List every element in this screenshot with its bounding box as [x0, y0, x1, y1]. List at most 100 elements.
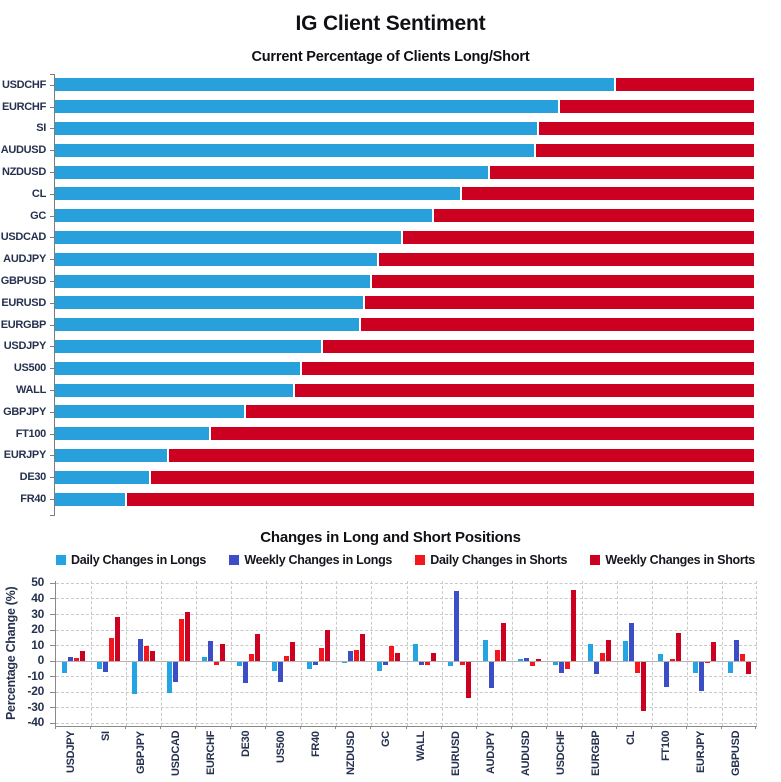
long-percentage-bar: [55, 230, 401, 244]
long-percentage-bar: [55, 252, 377, 266]
bar-wall-s0: [412, 644, 418, 661]
y-tick-mark: [50, 660, 55, 662]
bar-eurchf-s2: [214, 661, 220, 665]
axis-tick: [50, 433, 55, 435]
bar-eurusd-s3: [465, 661, 471, 699]
gridline-v-14: [546, 580, 548, 726]
sentiment-bar-track: [55, 252, 754, 266]
bar-usdcad-s0: [167, 661, 173, 693]
bar-wall-s3: [430, 652, 436, 661]
sentiment-row-eurjpy: EURJPY: [4, 445, 754, 467]
bar-nzdusd-s1: [348, 651, 354, 661]
bar-usdcad-s3: [185, 611, 191, 661]
bar-gbpusd-s0: [727, 661, 733, 673]
short-percentage-bar: [151, 470, 754, 484]
axis-tick: [50, 390, 55, 392]
bar-si-s3: [115, 617, 121, 661]
long-percentage-bar: [55, 78, 615, 92]
long-percentage-bar: [55, 492, 125, 506]
y-tick-label-40: 40: [31, 590, 44, 605]
x-tick-mark: [685, 725, 687, 729]
instrument-label: CL: [31, 187, 46, 200]
x-category-label-wall: WALL: [415, 730, 428, 761]
x-tick-mark: [125, 725, 127, 729]
gridline-v-11: [441, 580, 443, 726]
bar-cl-s1: [628, 623, 634, 661]
bar-si-s1: [103, 661, 109, 672]
long-percentage-bar: [55, 100, 559, 114]
y-tick-mark: [50, 598, 55, 600]
bar-cl-s0: [622, 641, 628, 661]
y-tick-label-0: 0: [37, 653, 45, 668]
bar-audusd-s2: [529, 661, 535, 667]
gridline-v-6: [266, 580, 268, 726]
x-category-label-fr40: FR40: [309, 730, 322, 757]
bar-usdchf-s3: [570, 589, 576, 661]
x-category-label-usdjpy: USDJPY: [64, 730, 77, 774]
legend-item-2: Daily Changes in Shorts: [415, 553, 567, 567]
instrument-label: FT100: [15, 427, 47, 440]
axis-tick: [50, 172, 55, 174]
axis-tick: [50, 237, 55, 239]
axis-tick: [50, 499, 55, 501]
changes-chart-title: Changes in Long and Short Positions: [260, 528, 521, 546]
legend-item-1: Weekly Changes in Longs: [229, 553, 392, 567]
sentiment-bar-track: [55, 121, 754, 135]
sentiment-bar-track: [55, 405, 754, 419]
bar-eurjpy-s2: [704, 661, 710, 664]
instrument-label: GC: [30, 209, 46, 222]
short-percentage-bar: [168, 448, 754, 462]
bar-gbpjpy-s1: [138, 638, 144, 661]
bar-gc-s0: [377, 661, 383, 672]
bar-usdchf-s0: [552, 661, 558, 665]
x-category-label-gbpjpy: GBPJPY: [134, 730, 147, 774]
long-percentage-bar: [55, 121, 538, 135]
gridline-v-19: [721, 580, 723, 726]
x-tick-mark: [265, 725, 267, 729]
sentiment-row-eurgbp: EURGBP: [1, 314, 754, 336]
long-percentage-bar: [55, 143, 534, 157]
short-percentage-bar: [490, 165, 754, 179]
sentiment-chart-title: Current Percentage of Clients Long/Short: [251, 49, 530, 65]
x-tick-mark: [230, 725, 232, 729]
bar-usdjpy-s3: [80, 650, 86, 661]
changes-chart-section: Changes in Long and Short Positions Dail…: [0, 529, 781, 781]
instrument-label: EURGBP: [0, 318, 47, 331]
long-percentage-bar: [55, 339, 321, 353]
axis-tick: [50, 84, 55, 86]
bar-usdchf-s1: [558, 661, 564, 673]
gridline-v-7: [301, 580, 303, 726]
y-tick-mark: [50, 645, 55, 647]
sentiment-bar-track: [55, 296, 754, 310]
bar-audusd-s1: [523, 657, 529, 661]
axis-tick: [50, 128, 55, 130]
instrument-label: GBPJPY: [3, 405, 46, 418]
y-tick-mark: [50, 691, 55, 693]
sentiment-row-audusd: AUDUSD: [1, 139, 754, 161]
x-tick-mark: [440, 725, 442, 729]
sentiment-bar-track: [55, 230, 754, 244]
y-tick-label-10: 10: [31, 637, 44, 652]
y-tick-label-30: 30: [31, 606, 44, 621]
bar-audjpy-s0: [482, 640, 488, 661]
axis-tick: [50, 455, 55, 457]
x-category-label-audjpy: AUDJPY: [485, 730, 498, 774]
short-percentage-bar: [535, 143, 754, 157]
bar-us500-s0: [272, 661, 278, 672]
long-percentage-bar: [55, 427, 209, 441]
sentiment-row-si: SI: [36, 118, 754, 140]
instrument-label: DE30: [19, 471, 47, 484]
legend: Daily Changes in Longs Weekly Changes in …: [56, 553, 755, 567]
bar-eurchf-s0: [202, 656, 208, 661]
y-tick-mark: [50, 629, 55, 631]
sentiment-row-eurchf: EURCHF: [2, 96, 754, 118]
bar-wall-s2: [424, 661, 430, 665]
gridline-v-15: [581, 580, 583, 726]
x-tick-mark: [160, 725, 162, 729]
instrument-label: SI: [36, 122, 46, 135]
sentiment-bar-track: [55, 448, 754, 462]
legend-item-3: Weekly Changes in Shorts: [590, 553, 755, 567]
axis-tick: [50, 302, 55, 304]
sentiment-row-fr40: FR40: [20, 488, 754, 510]
long-percentage-bar: [55, 165, 489, 179]
